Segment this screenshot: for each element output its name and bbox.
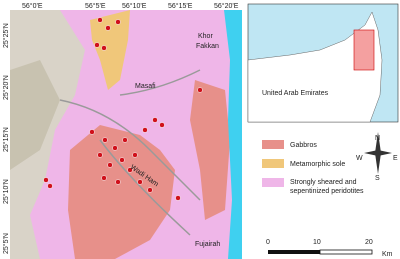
sample: [159, 122, 165, 128]
sample: [147, 187, 153, 193]
compass-label: E: [393, 155, 398, 162]
sample: [152, 117, 158, 123]
wadi: [59, 69, 201, 236]
samples: [43, 17, 203, 201]
sample: [175, 195, 181, 201]
latitude-labels: 25°25'N 25°20'N 25°15'N 25°10'N 25°5'N: [2, 23, 10, 254]
scale-label: 20: [365, 239, 373, 246]
legend-swatch: [262, 140, 284, 149]
inset-map: United Arab Emirates: [247, 3, 399, 123]
terrain: [10, 60, 60, 170]
latitude-label: 25°25'N: [2, 23, 10, 48]
study-area: [353, 29, 375, 71]
sample: [107, 162, 113, 168]
scale-bar: 0 10 20 Km: [266, 239, 393, 258]
legend-swatch: [262, 178, 284, 187]
longitude-label: 56°10'E: [122, 2, 147, 10]
longitude-label: 56°20'E: [214, 2, 239, 10]
compass-label: S: [375, 175, 380, 182]
compass-label: W: [356, 155, 363, 162]
inset-label: United Arab Emirates: [262, 90, 329, 97]
sea: [224, 10, 242, 259]
land: [247, 11, 383, 123]
compass-arrow: [364, 150, 392, 156]
scale-label: 10: [313, 239, 321, 246]
sample: [132, 152, 138, 158]
latitude-label: 25°20'N: [2, 75, 10, 100]
longitude-label: 56°15'E: [168, 2, 193, 10]
sample: [105, 25, 111, 31]
sample: [97, 152, 103, 158]
scale-unit: Km: [382, 251, 393, 258]
scale-label: 0: [266, 239, 270, 246]
sample: [127, 167, 133, 173]
sample: [115, 179, 121, 185]
sample: [119, 157, 125, 163]
legend: Gabbros Metamorphic sole Strongly sheare…: [262, 140, 364, 195]
legend-label: Gabbros: [290, 142, 317, 149]
left-margin: [0, 0, 10, 259]
legend-label: Strongly sheared and: [290, 179, 357, 186]
top-margin: [0, 0, 242, 10]
sample: [115, 19, 121, 25]
sample: [101, 175, 107, 181]
gabbro: [190, 80, 230, 220]
place-label: Fakkan: [196, 43, 219, 50]
legend-swatch: [262, 159, 284, 168]
place-label: Fujairah: [195, 241, 220, 248]
longitude-label: 56°0'E: [22, 2, 43, 10]
sample: [101, 45, 107, 51]
metamorphic: [90, 10, 130, 90]
legend-label: Metamorphic sole: [290, 161, 345, 168]
place-label: Khor: [198, 33, 213, 40]
sample: [112, 145, 118, 151]
main-map: Khor Fakkan Masafi Wadi Ham Fujairah 56°…: [0, 0, 242, 259]
longitude-label: 56°5'E: [85, 2, 106, 10]
compass-label: N: [375, 135, 380, 142]
sample: [94, 42, 100, 48]
sample: [89, 129, 95, 135]
longitude-labels: 56°0'E 56°5'E 56°10'E 56°15'E 56°20'E: [22, 2, 239, 10]
sample: [122, 137, 128, 143]
sample: [102, 137, 108, 143]
sample: [142, 127, 148, 133]
place-label: Masafi: [135, 83, 156, 90]
latitude-label: 25°10'N: [2, 179, 10, 204]
sample: [43, 177, 49, 183]
sample: [97, 17, 103, 23]
gabbro: [68, 125, 175, 259]
scale-segment: [319, 249, 373, 255]
legend-label: sepentinized peridotites: [290, 188, 364, 195]
latitude-label: 25°5'N: [2, 233, 10, 254]
sample: [47, 183, 53, 189]
latitude-label: 25°15'N: [2, 127, 10, 152]
sample: [137, 179, 143, 185]
sample: [197, 87, 203, 93]
scale-segment: [268, 250, 320, 254]
compass: N S W E: [356, 132, 398, 182]
